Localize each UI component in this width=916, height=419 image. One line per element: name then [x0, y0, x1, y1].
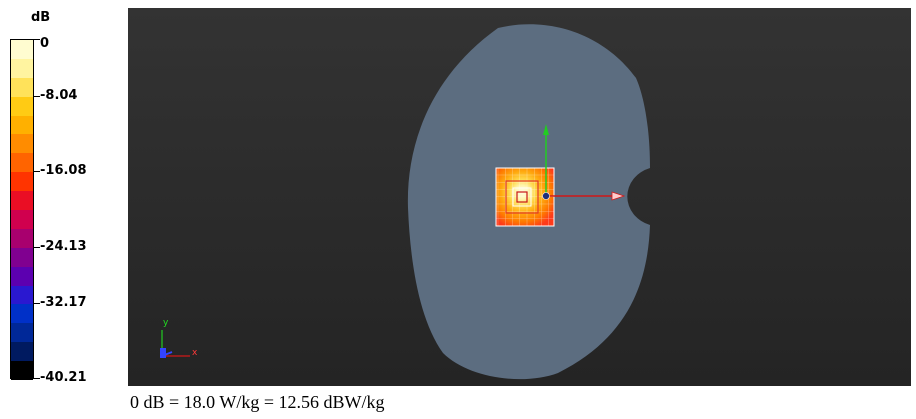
3d-viewport[interactable]: y x [128, 8, 911, 386]
colorbar-segment [11, 58, 33, 79]
colorbar-segment [11, 266, 33, 287]
colorbar-tick-mark [34, 378, 40, 379]
colorbar-tick-mark [34, 171, 40, 173]
probe-arrows [542, 124, 626, 201]
colorbar-tick-mark [34, 39, 40, 40]
colorbar-segment [11, 134, 33, 154]
colorbar-tick-mark [34, 303, 40, 305]
scene-canvas: y x [160, 24, 650, 380]
colorbar-segment [11, 285, 33, 305]
colorbar-segment [11, 172, 33, 192]
colorbar-legend: dB 0 -8.04 -16.08 -24.13 -32.17 -40.21 [0, 0, 125, 385]
colorbar-strip [10, 39, 34, 381]
colorbar-segment [11, 96, 33, 117]
colorbar-tick-mark [34, 95, 40, 97]
colorbar-tick-label: -40.21 [40, 370, 87, 385]
colorbar-segment [11, 191, 33, 211]
colorbar-tick-label: -24.13 [40, 238, 87, 254]
axis-x-label: x [192, 348, 198, 358]
colorbar-segment [11, 153, 33, 173]
colorbar-tick-label: -16.08 [40, 163, 87, 179]
colorbar-tick-mark [34, 246, 40, 248]
colorbar-segment [11, 304, 33, 324]
colorbar-segment [11, 342, 33, 362]
colorbar-segment [11, 77, 33, 98]
colorbar-unit-label: dB [31, 10, 51, 25]
axis-triad: y x [160, 318, 198, 358]
axis-y-label: y [163, 318, 169, 328]
colorbar-segment [11, 40, 33, 60]
colorbar-segment [11, 323, 33, 343]
colorbar-segment [11, 247, 33, 268]
colorbar-tick-label: -32.17 [40, 295, 87, 311]
colorbar-tick-label: 0 [40, 36, 50, 51]
colorbar-segment [11, 115, 33, 135]
colorbar-tick-label: -8.04 [40, 87, 78, 103]
sar-hotspot-region [495, 167, 555, 227]
reference-caption: 0 dB = 18.0 W/kg = 12.56 dBW/kg [130, 392, 385, 412]
colorbar-segment [11, 361, 33, 381]
colorbar-segment [11, 210, 33, 230]
colorbar-segment [11, 228, 33, 249]
